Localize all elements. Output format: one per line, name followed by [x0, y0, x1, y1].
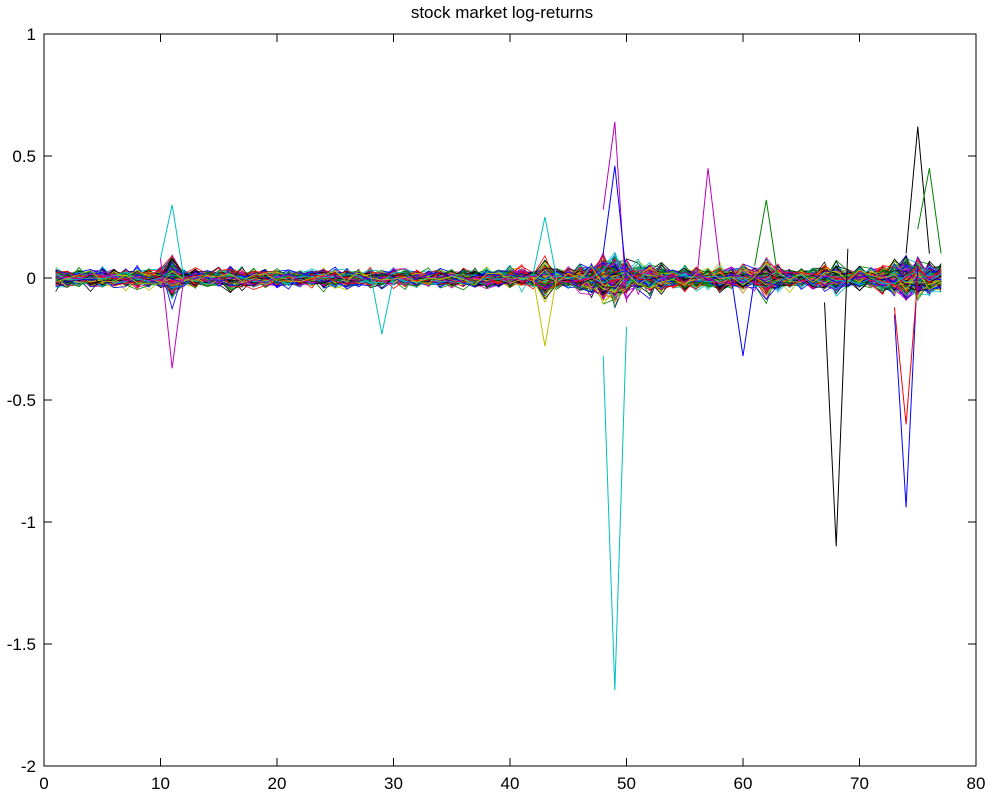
series-spike-line	[602, 326, 627, 691]
series-spike-line	[893, 265, 919, 508]
x-tick-label: 70	[850, 774, 869, 793]
series-spike-line	[532, 216, 558, 279]
x-tick-label: 50	[617, 774, 636, 793]
x-tick-label: 0	[39, 774, 48, 793]
series-line	[55, 254, 942, 288]
y-tick-label: -2	[21, 757, 36, 776]
series-spike-line	[730, 277, 756, 357]
y-tick-label: -1	[21, 513, 36, 532]
series-spike-line	[917, 168, 942, 254]
y-tick-label: 0.5	[12, 147, 36, 166]
series-spike-line	[602, 165, 627, 279]
series-layer	[55, 121, 942, 691]
axes-frame	[43, 33, 977, 767]
x-tick-label: 60	[734, 774, 753, 793]
series-line	[55, 259, 942, 293]
series-spike-line	[369, 273, 394, 335]
series-spike-line	[893, 277, 919, 425]
x-tick-label: 30	[384, 774, 403, 793]
y-tick-label: 1	[27, 25, 36, 44]
y-tick-label: 0	[27, 269, 36, 288]
series-spike-line	[754, 199, 779, 279]
x-tick-label: 80	[967, 774, 986, 793]
x-tick-label: 40	[501, 774, 520, 793]
axes-layer: 0 10 20 30 40 50 60 70 80 -2 -1.5 -1 -0.5 0 0.5 1	[7, 25, 986, 793]
series-spike-line	[532, 277, 558, 347]
x-tick-label: 10	[151, 774, 170, 793]
series-line	[55, 260, 942, 295]
series-line	[55, 262, 942, 292]
series-spike-line	[905, 126, 930, 254]
chart-title: stock market log-returns	[411, 3, 593, 22]
y-tick-label: -1.5	[7, 635, 36, 654]
series-spike-line	[160, 258, 185, 369]
series-spike-line	[160, 204, 185, 279]
series-spike-line	[695, 168, 721, 283]
y-tick-label: -0.5	[7, 391, 36, 410]
series-spike-line	[824, 248, 849, 547]
series-line	[55, 266, 942, 290]
x-tick-label: 20	[268, 774, 287, 793]
